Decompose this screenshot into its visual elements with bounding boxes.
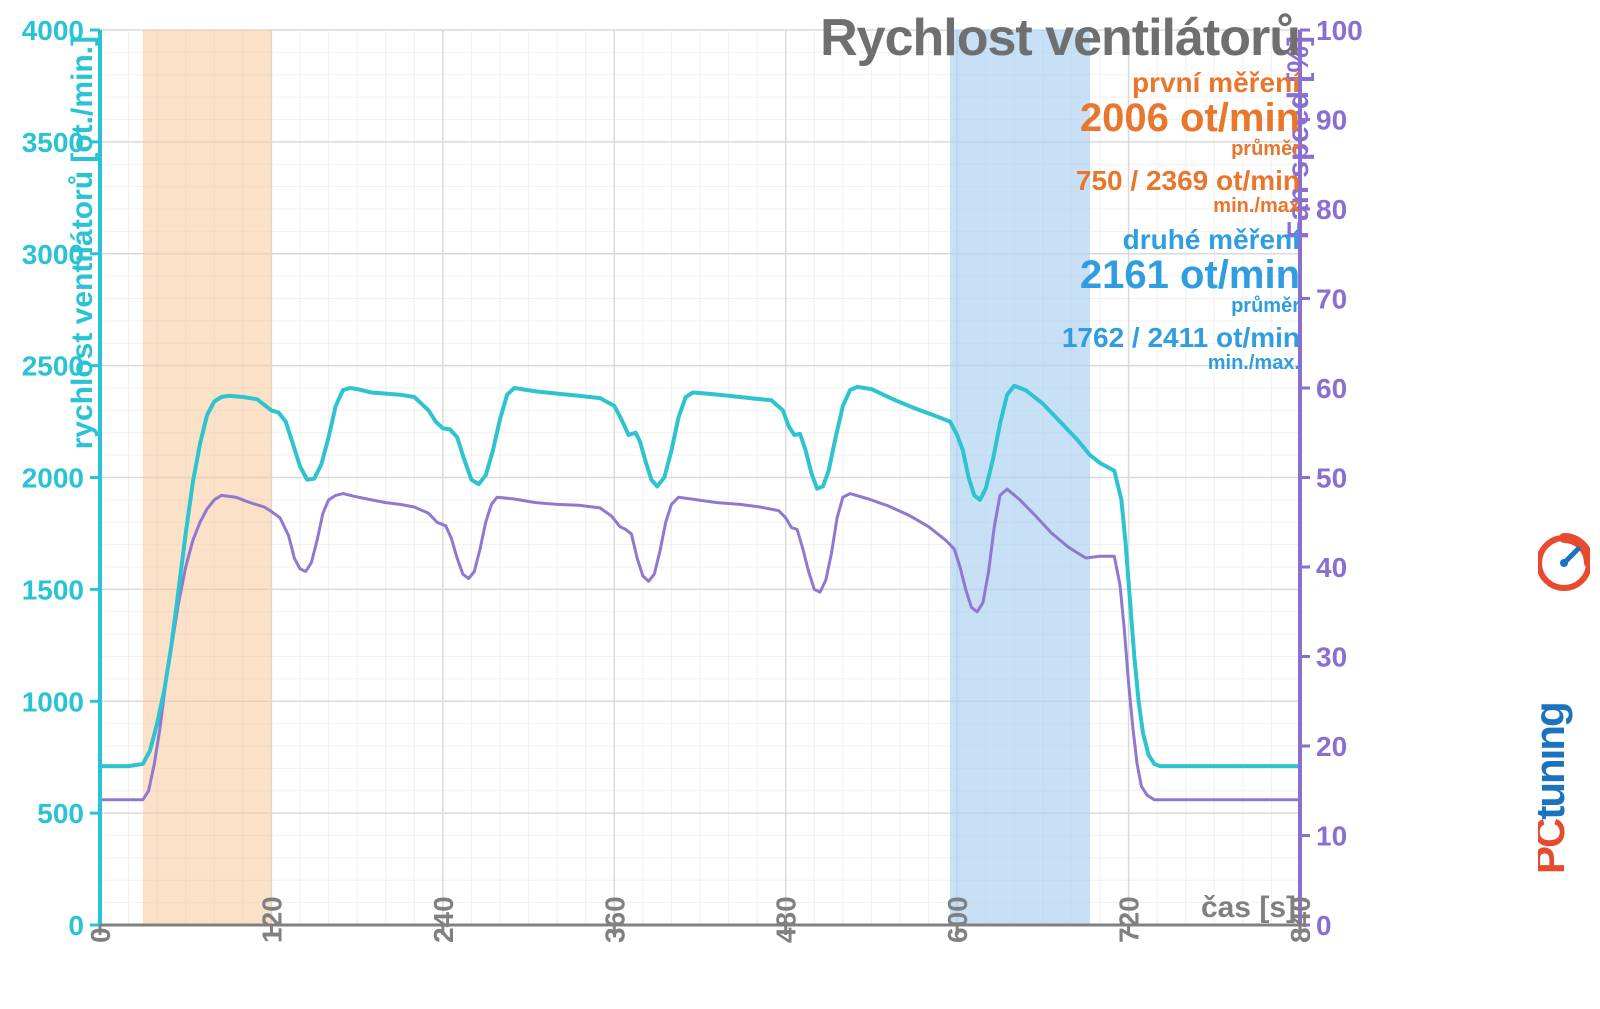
svg-text:0: 0	[68, 910, 84, 941]
pctuning-logo: PCtuning	[1538, 509, 1590, 879]
svg-text:40: 40	[1316, 552, 1347, 583]
svg-text:90: 90	[1316, 105, 1347, 136]
svg-text:600: 600	[942, 896, 973, 943]
svg-text:70: 70	[1316, 284, 1347, 315]
svg-text:0: 0	[1316, 910, 1332, 941]
annotation-1-avg-label: průměr	[1076, 139, 1300, 160]
chart-title: Rychlost ventilátorů	[820, 8, 1300, 68]
annotation-1-avg-value: 2006 ot/min	[1076, 97, 1300, 139]
annotation-1-range-value: 750 / 2369 ot/min	[1076, 166, 1300, 195]
svg-text:120: 120	[256, 896, 287, 943]
svg-text:360: 360	[599, 896, 630, 943]
annotation-1-heading: první měření	[1076, 68, 1300, 97]
svg-text:1000: 1000	[22, 686, 84, 717]
svg-text:500: 500	[37, 798, 84, 829]
svg-text:720: 720	[1114, 896, 1145, 943]
svg-text:100: 100	[1316, 15, 1363, 46]
svg-text:10: 10	[1316, 821, 1347, 852]
chart-container: 0500100015002000250030003500400001020304…	[0, 0, 1600, 1009]
svg-text:30: 30	[1316, 642, 1347, 673]
svg-text:60: 60	[1316, 373, 1347, 404]
annotation-block-1: první měření 2006 ot/min průměr 750 / 23…	[1076, 68, 1300, 217]
annotation-2-avg-label: průměr	[1062, 296, 1300, 317]
annotation-2-range-label: min./max.	[1062, 353, 1300, 374]
annotation-2-range-value: 1762 / 2411 ot/min	[1062, 323, 1300, 352]
svg-text:2000: 2000	[22, 463, 84, 494]
annotation-1-range-label: min./max	[1076, 196, 1300, 217]
svg-text:rychlost ventilátorů [ot./min.: rychlost ventilátorů [ot./min.]	[66, 36, 99, 449]
annotation-2-avg-value: 2161 ot/min	[1062, 254, 1300, 296]
svg-text:480: 480	[771, 896, 802, 943]
svg-text:20: 20	[1316, 731, 1347, 762]
svg-text:0: 0	[85, 927, 116, 943]
svg-text:1500: 1500	[22, 574, 84, 605]
svg-text:50: 50	[1316, 463, 1347, 494]
svg-text:PCtuning: PCtuning	[1538, 703, 1573, 874]
annotation-block-2: druhé měření 2161 ot/min průměr 1762 / 2…	[1062, 225, 1300, 374]
svg-text:čas [s]: čas [s]	[1201, 891, 1296, 924]
svg-text:240: 240	[428, 896, 459, 943]
chart-svg: 0500100015002000250030003500400001020304…	[0, 0, 1600, 1009]
annotation-2-heading: druhé měření	[1062, 225, 1300, 254]
svg-text:80: 80	[1316, 194, 1347, 225]
